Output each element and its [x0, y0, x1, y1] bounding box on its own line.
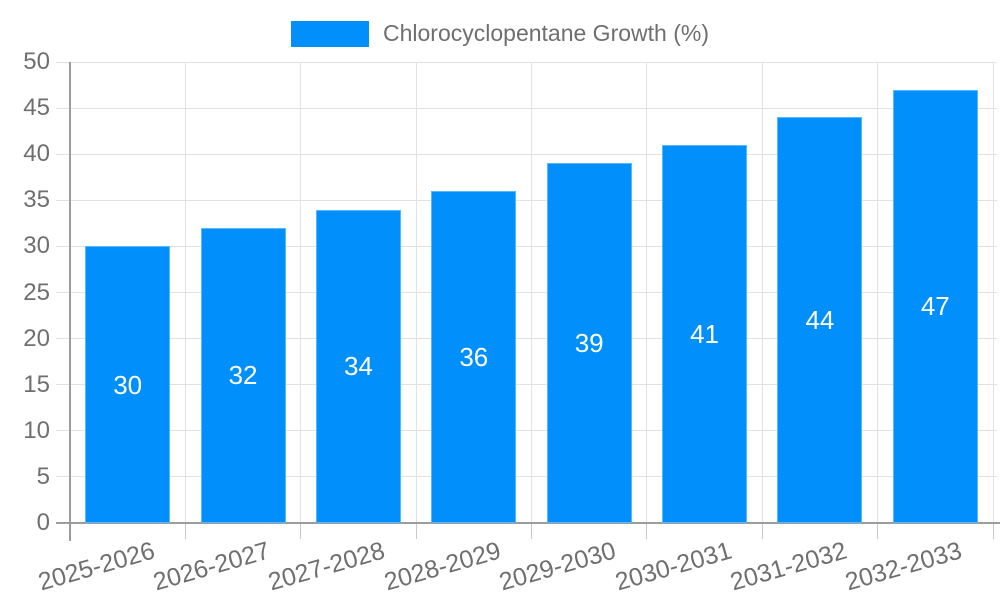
- y-axis-label: 30: [23, 232, 50, 260]
- bar-value-label: 41: [690, 318, 720, 349]
- x-axis-tick: [184, 523, 186, 539]
- bar[interactable]: 44: [777, 117, 863, 523]
- y-gridline: [56, 61, 997, 63]
- y-gridline: [56, 338, 997, 340]
- x-gridline: [761, 62, 763, 523]
- y-gridline: [56, 430, 997, 432]
- y-gridline: [56, 292, 997, 293]
- x-axis-tick: [646, 523, 648, 539]
- y-axis-label: 5: [36, 462, 50, 490]
- x-gridline: [992, 62, 994, 523]
- y-axis-label: 0: [36, 509, 50, 536]
- x-gridline: [646, 62, 648, 523]
- x-gridline: [531, 62, 532, 523]
- x-axis-tick: [300, 523, 302, 539]
- bar-value-label: 47: [920, 291, 950, 322]
- y-axis-label: 15: [23, 370, 50, 398]
- y-gridline: [56, 153, 997, 155]
- x-gridline: [877, 62, 879, 523]
- y-axis-line: [69, 62, 71, 541]
- y-axis-label: 25: [23, 278, 50, 306]
- bar[interactable]: 36: [431, 191, 517, 523]
- bar-value-label: 44: [805, 305, 835, 336]
- bar[interactable]: 41: [662, 144, 748, 523]
- bar-value-label: 36: [459, 342, 489, 373]
- x-gridline: [300, 62, 302, 523]
- bar[interactable]: 30: [85, 246, 171, 523]
- x-axis-tick: [877, 523, 879, 539]
- bar-value-label: 39: [574, 328, 604, 359]
- chart-legend[interactable]: Chlorocyclopentane Growth (%): [0, 20, 1000, 47]
- y-gridline: [56, 199, 997, 201]
- legend-swatch: [291, 20, 369, 47]
- x-axis-tick: [531, 523, 532, 539]
- bar[interactable]: 47: [892, 89, 978, 523]
- y-gridline: [56, 476, 997, 478]
- bar-value-label: 34: [343, 351, 373, 382]
- bar[interactable]: 32: [200, 227, 286, 523]
- x-gridline: [184, 62, 186, 523]
- y-gridline: [56, 384, 997, 386]
- x-axis-tick: [992, 523, 994, 539]
- x-axis-tick: [415, 523, 417, 539]
- y-axis-label: 45: [23, 94, 50, 122]
- bar[interactable]: 34: [315, 209, 401, 523]
- bar-value-label: 30: [113, 369, 143, 400]
- y-axis-label: 50: [23, 48, 50, 75]
- y-axis-label: 10: [23, 416, 50, 444]
- y-gridline: [56, 245, 997, 247]
- legend-label: Chlorocyclopentane Growth (%): [383, 20, 709, 46]
- x-gridline: [415, 62, 417, 523]
- bar-value-label: 32: [228, 360, 258, 391]
- y-axis-label: 40: [23, 140, 50, 168]
- x-axis-line: [56, 522, 1000, 524]
- bar[interactable]: 39: [546, 163, 632, 523]
- y-gridline: [56, 107, 997, 109]
- y-axis-label: 20: [23, 324, 50, 352]
- x-axis-tick: [761, 523, 763, 539]
- y-axis-label: 35: [23, 186, 50, 214]
